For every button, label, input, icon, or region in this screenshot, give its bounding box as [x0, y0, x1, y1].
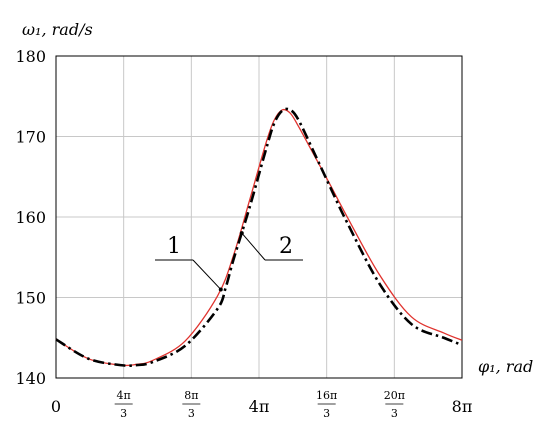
x-tick-denominator: 3	[188, 407, 195, 420]
y-tick-label: 170	[15, 128, 46, 147]
annotation-2-leader	[241, 232, 266, 261]
y-tick-label: 160	[15, 208, 46, 227]
x-tick-label: 4π	[249, 397, 270, 416]
annotation-1-leader	[192, 259, 222, 290]
x-tick-label: 8π	[452, 397, 473, 416]
y-axis-label: ω₁, rad/s	[22, 20, 93, 39]
x-tick-fraction: 4π3	[114, 389, 133, 420]
x-tick-denominator: 3	[391, 407, 398, 420]
x-tick-numerator: 16π	[316, 389, 337, 402]
x-tick-fraction: 8π3	[182, 389, 201, 420]
annotation-2-label: 2	[279, 234, 293, 259]
y-tick-label: 150	[15, 289, 46, 308]
x-tick-numerator: 20π	[384, 389, 405, 402]
annotation-2-marker	[239, 231, 244, 236]
annotation-1-label: 1	[167, 234, 181, 259]
x-tick-denominator: 3	[323, 407, 330, 420]
x-tick-numerator: 4π	[117, 389, 131, 402]
y-tick-label: 180	[15, 47, 46, 66]
x-tick-numerator: 8π	[184, 389, 198, 402]
y-tick-label: 140	[15, 369, 46, 388]
x-tick-label: 0	[51, 397, 61, 416]
x-axis-label: φ₁, rad	[478, 357, 533, 376]
y-tick-labels: 140 150 160 170 180	[15, 47, 46, 388]
x-tick-denominator: 3	[120, 407, 127, 420]
plot-frame	[55, 55, 463, 379]
series-layer	[55, 107, 463, 368]
series-2-line	[55, 107, 463, 368]
annotation-1-marker	[218, 287, 223, 292]
